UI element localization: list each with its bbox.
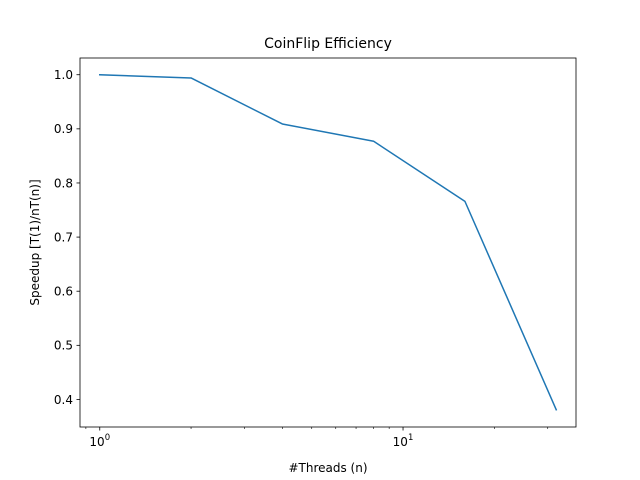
y-tick-label: 0.6 [54, 285, 73, 299]
y-tick-label: 0.8 [54, 176, 73, 190]
axes-frame [79, 57, 577, 428]
y-tick-label: 0.4 [54, 393, 73, 407]
x-axis-label: #Threads (n) [288, 461, 367, 475]
series-layer [98, 73, 558, 411]
chart-title: CoinFlip Efficiency [264, 36, 392, 52]
y-tick-label: 0.7 [54, 230, 73, 244]
y-tick-label: 0.9 [54, 122, 73, 136]
x-tick-base: 10 [393, 435, 408, 449]
y-axis: 0.4 0.5 0.6 0.7 0.8 0.9 1.0 [54, 68, 80, 407]
x-tick-base: 10 [89, 435, 104, 449]
x-tick-label: 100 [89, 433, 110, 449]
x-tick-exponent: 1 [408, 433, 413, 443]
y-tick-label: 0.5 [54, 339, 73, 353]
y-axis-label: Speedup [T(1)/nT(n)] [28, 179, 42, 305]
x-tick-exponent: 0 [105, 433, 110, 443]
y-tick-label: 1.0 [54, 68, 73, 82]
x-axis: 100 101 [85, 427, 549, 449]
series-line [98, 73, 558, 411]
x-tick-label: 101 [393, 433, 414, 449]
